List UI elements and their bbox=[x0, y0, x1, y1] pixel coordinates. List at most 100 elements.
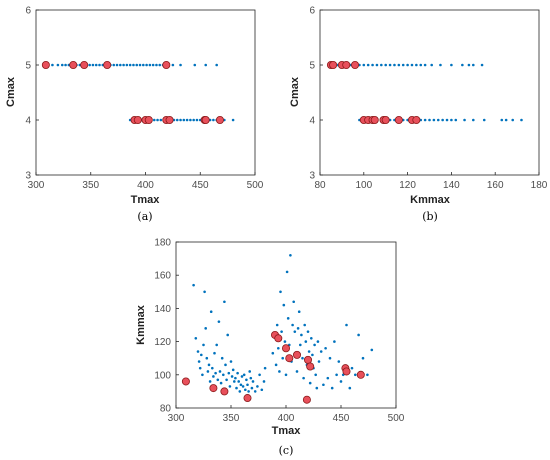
data-point bbox=[151, 63, 155, 67]
highlight-point bbox=[351, 61, 360, 70]
highlight-point bbox=[329, 61, 338, 70]
data-point bbox=[234, 376, 237, 380]
data-point bbox=[193, 63, 197, 67]
data-point bbox=[233, 380, 236, 383]
data-point bbox=[461, 63, 464, 67]
x-tick-label: 400 bbox=[278, 413, 295, 424]
data-point bbox=[432, 118, 436, 122]
panel-c-frame bbox=[175, 241, 397, 409]
data-point bbox=[299, 343, 302, 347]
data-point bbox=[354, 373, 357, 377]
panel-b-marks bbox=[326, 61, 523, 125]
x-tick-label: 300 bbox=[168, 413, 185, 424]
data-point bbox=[125, 63, 129, 67]
data-point bbox=[280, 330, 283, 333]
data-point bbox=[291, 323, 294, 327]
data-point bbox=[98, 63, 101, 67]
x-tick-label: 350 bbox=[223, 413, 240, 424]
data-point bbox=[322, 383, 325, 387]
data-point bbox=[289, 253, 292, 257]
data-point bbox=[306, 330, 310, 333]
data-point bbox=[256, 385, 259, 388]
data-point bbox=[333, 340, 336, 343]
data-point bbox=[279, 290, 282, 294]
data-point bbox=[195, 118, 199, 122]
data-point bbox=[467, 63, 471, 67]
data-point bbox=[229, 360, 233, 363]
data-point bbox=[115, 63, 119, 67]
data-point bbox=[119, 63, 122, 67]
data-point bbox=[326, 376, 330, 380]
data-point bbox=[152, 118, 156, 122]
data-point bbox=[225, 378, 228, 382]
data-point bbox=[314, 373, 318, 377]
data-point bbox=[206, 370, 210, 373]
highlight-point bbox=[302, 395, 311, 404]
highlight-point bbox=[41, 61, 50, 70]
data-point bbox=[194, 336, 198, 340]
data-point bbox=[339, 380, 343, 383]
data-point bbox=[237, 380, 240, 383]
data-point bbox=[445, 118, 449, 122]
data-point bbox=[189, 118, 192, 122]
data-point bbox=[215, 343, 218, 347]
data-point bbox=[482, 118, 486, 122]
data-point bbox=[324, 346, 327, 350]
data-point bbox=[310, 336, 313, 340]
data-point bbox=[244, 388, 247, 392]
data-point bbox=[370, 348, 374, 352]
data-point bbox=[284, 373, 288, 377]
data-point bbox=[419, 63, 423, 67]
data-point bbox=[156, 118, 159, 122]
highlight-point bbox=[394, 116, 403, 125]
data-point bbox=[216, 378, 220, 382]
data-point bbox=[335, 373, 338, 377]
data-point bbox=[357, 333, 360, 337]
panel-b-xlabel: Kmmax bbox=[410, 194, 451, 206]
panel-a-xlabel: Tmax bbox=[131, 194, 161, 206]
highlight-point bbox=[103, 61, 112, 70]
data-point bbox=[88, 63, 91, 67]
data-point bbox=[423, 118, 427, 122]
data-point bbox=[463, 118, 466, 122]
data-point bbox=[202, 343, 205, 347]
data-point bbox=[198, 366, 202, 370]
data-point bbox=[138, 63, 142, 67]
data-point bbox=[371, 63, 374, 67]
x-tick-label: 400 bbox=[137, 180, 154, 191]
highlight-point bbox=[165, 116, 174, 125]
data-point bbox=[192, 283, 195, 287]
data-point bbox=[450, 63, 453, 67]
data-point bbox=[242, 373, 246, 377]
data-point bbox=[245, 378, 248, 382]
data-point bbox=[94, 63, 98, 67]
data-point bbox=[207, 363, 211, 367]
data-point bbox=[200, 353, 203, 357]
data-point bbox=[380, 63, 383, 67]
data-point bbox=[277, 346, 280, 350]
data-point bbox=[145, 63, 148, 67]
y-tick-label: 120 bbox=[154, 337, 171, 348]
panel-b-caption: (b) bbox=[422, 210, 438, 223]
highlight-point bbox=[292, 350, 301, 359]
highlight-point bbox=[144, 116, 153, 125]
y-tick-label: 3 bbox=[25, 171, 31, 182]
panel-b: 80 100 120 140 160 180 3 4 5 6 Kmmax Cmax (b) bbox=[289, 6, 548, 224]
y-tick-label: 180 bbox=[154, 238, 171, 249]
data-point bbox=[301, 356, 304, 360]
y-tick-label: 6 bbox=[25, 6, 31, 17]
data-point bbox=[204, 63, 208, 67]
highlight-point bbox=[303, 355, 312, 364]
panel-c-ylabel: Kmmax bbox=[135, 304, 147, 345]
panel-a-marks bbox=[41, 61, 235, 125]
data-point bbox=[428, 118, 431, 122]
data-point bbox=[282, 303, 286, 307]
x-tick-label: 140 bbox=[443, 180, 460, 191]
data-point bbox=[262, 380, 266, 383]
data-point bbox=[504, 118, 508, 122]
x-tick-label: 120 bbox=[399, 180, 416, 191]
data-point bbox=[249, 376, 253, 380]
data-point bbox=[240, 375, 244, 378]
panel-c-marks bbox=[181, 253, 374, 404]
x-tick-label: 180 bbox=[531, 180, 548, 191]
